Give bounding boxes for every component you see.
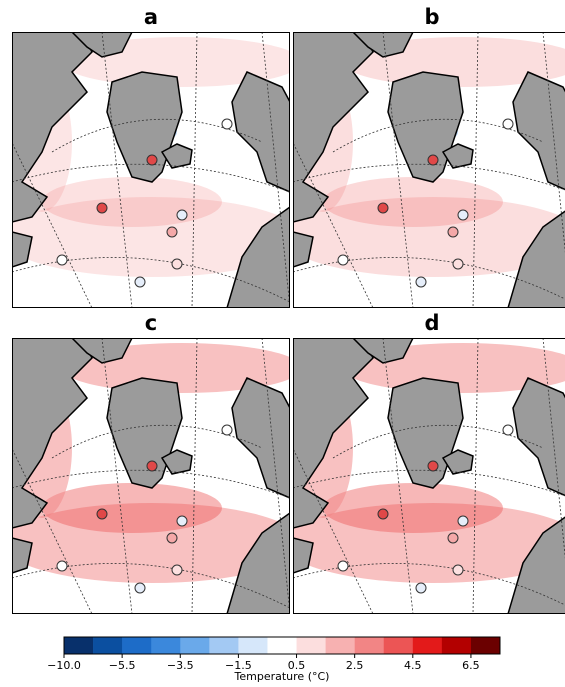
station (222, 425, 232, 435)
station (147, 155, 157, 165)
colorbar-swatch (384, 637, 413, 654)
map-panel (283, 32, 565, 308)
station (453, 259, 463, 269)
map-panel (283, 338, 565, 614)
station (177, 516, 187, 526)
station (428, 155, 438, 165)
panel-label: d (424, 311, 439, 335)
map-panel (2, 32, 302, 308)
anomaly-patch (42, 483, 222, 533)
colorbar-swatch (326, 637, 355, 654)
station (147, 461, 157, 471)
map-panel (2, 338, 302, 614)
colorbar-swatch (471, 637, 500, 654)
station (177, 210, 187, 220)
colorbar-tick-label: 4.5 (404, 659, 422, 672)
station (167, 533, 177, 543)
station (135, 583, 145, 593)
station (338, 255, 348, 265)
station (57, 561, 67, 571)
station (453, 565, 463, 575)
colorbar-tick-label: 6.5 (462, 659, 480, 672)
station (503, 425, 513, 435)
colorbar-swatch (209, 637, 238, 654)
colorbar-swatch (151, 637, 180, 654)
colorbar-swatch (93, 637, 122, 654)
panel-label: b (424, 5, 439, 29)
colorbar-label: Temperature (°C) (234, 670, 330, 683)
colorbar-swatch (413, 637, 442, 654)
station (57, 255, 67, 265)
panels: a b c d (2, 5, 565, 614)
station (338, 561, 348, 571)
anomaly-patch (323, 483, 503, 533)
colorbar-swatch (238, 637, 267, 654)
colorbar-swatch (267, 637, 296, 654)
colorbar-swatch (297, 637, 326, 654)
colorbar-tick-label: −10.0 (47, 659, 81, 672)
panel-label: a (144, 5, 158, 29)
station (222, 119, 232, 129)
colorbar-tick-label: 2.5 (346, 659, 364, 672)
station (416, 277, 426, 287)
station (167, 227, 177, 237)
colorbar-tick-label: −5.5 (109, 659, 136, 672)
station (378, 509, 388, 519)
colorbar-swatch (442, 637, 471, 654)
colorbar-swatch (355, 637, 384, 654)
station (448, 533, 458, 543)
station (428, 461, 438, 471)
station (416, 583, 426, 593)
station (458, 210, 468, 220)
station (97, 509, 107, 519)
colorbar-swatch (180, 637, 209, 654)
colorbar-tick-label: −3.5 (167, 659, 194, 672)
anomaly-patch (42, 177, 222, 227)
station (172, 259, 182, 269)
station (135, 277, 145, 287)
station (458, 516, 468, 526)
colorbar-swatch (122, 637, 151, 654)
anomaly-patch (323, 177, 503, 227)
station (378, 203, 388, 213)
station (503, 119, 513, 129)
station (448, 227, 458, 237)
figure: abcd −10.0−5.5−3.5−1.50.52.54.56.5 Tempe… (0, 0, 565, 687)
station (172, 565, 182, 575)
panel-label: c (145, 311, 157, 335)
station (97, 203, 107, 213)
colorbar-swatch (64, 637, 93, 654)
